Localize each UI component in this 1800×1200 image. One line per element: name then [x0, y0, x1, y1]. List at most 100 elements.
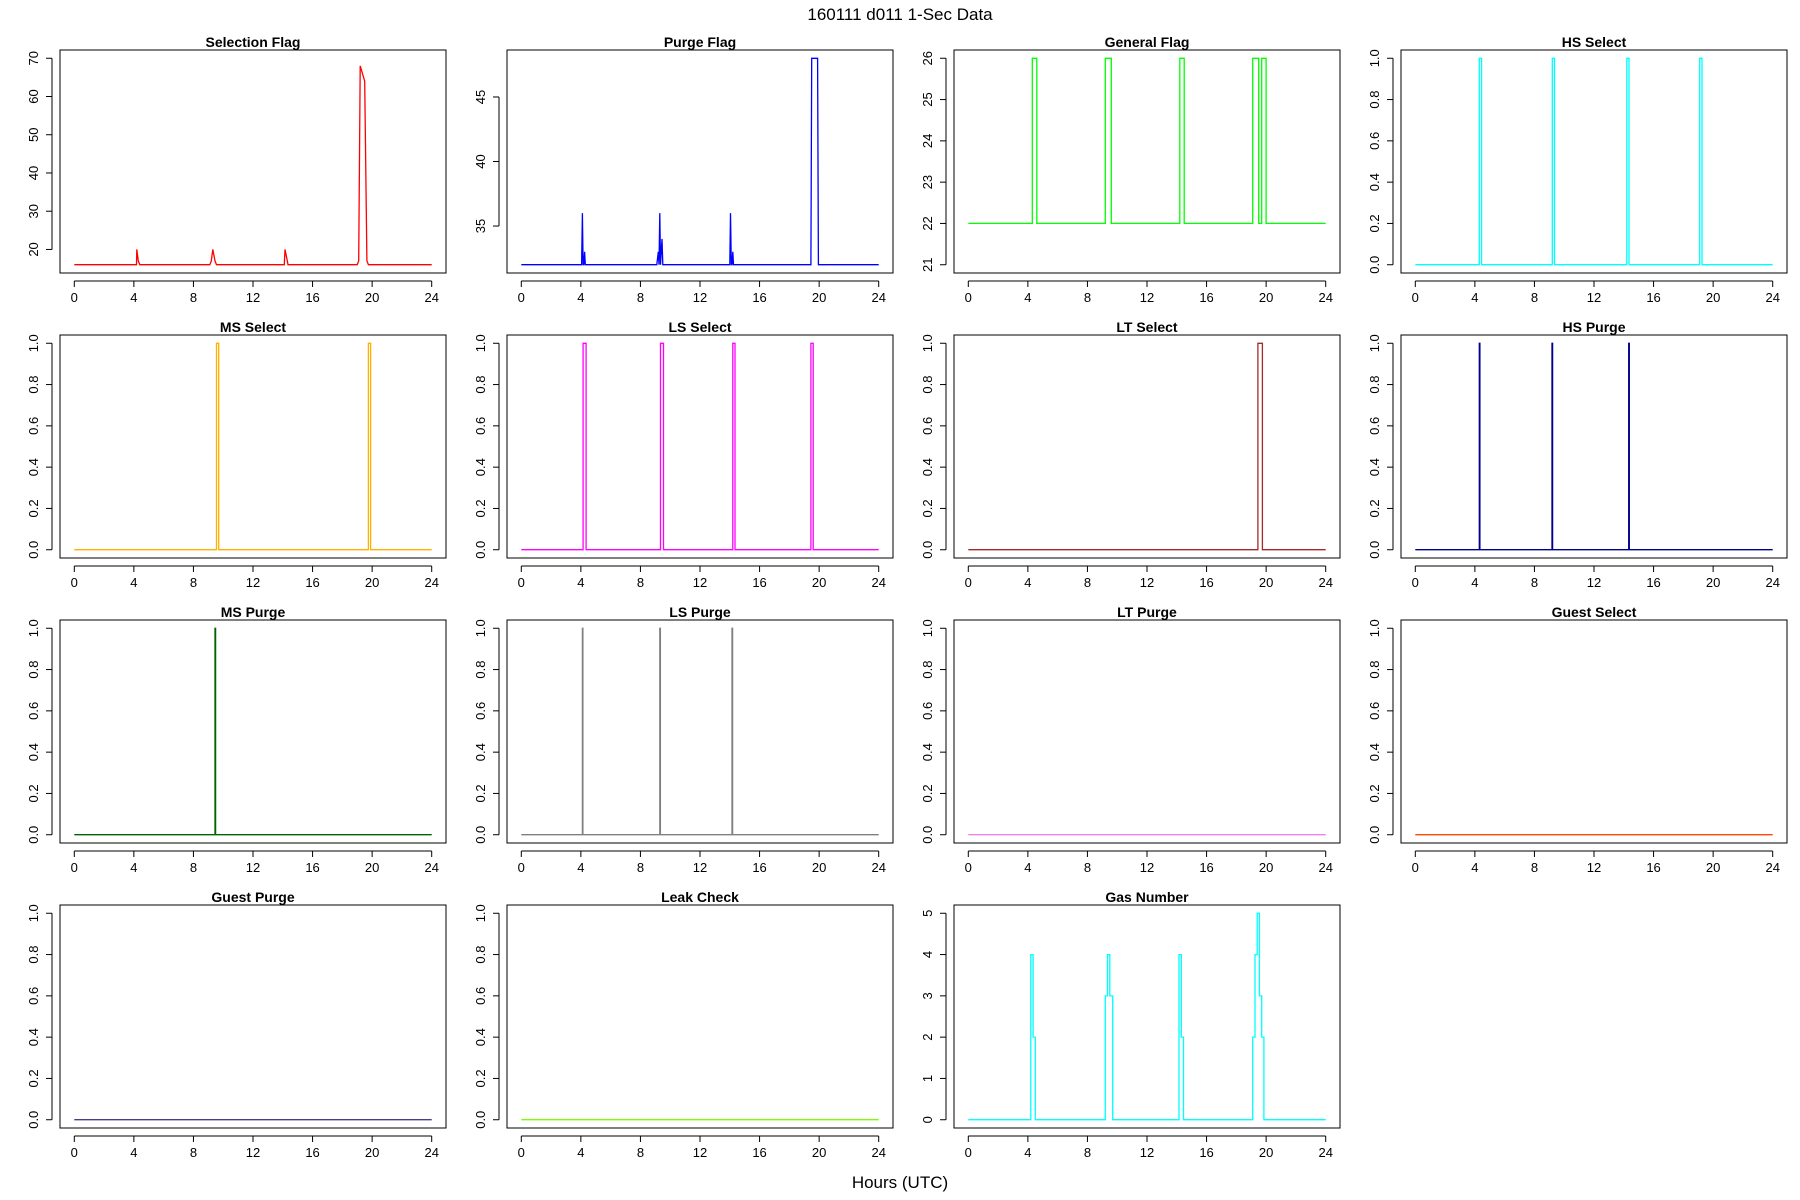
- plot-frame: [1400, 619, 1788, 844]
- x-tick-label: 24: [871, 575, 885, 590]
- x-tick-label: 0: [1412, 290, 1419, 305]
- x-tick-label: 16: [752, 575, 766, 590]
- x-tick-label: 12: [246, 290, 260, 305]
- x-tick-label: 8: [637, 860, 644, 875]
- x-tick-label: 12: [1587, 575, 1601, 590]
- x-tick-label: 16: [1646, 290, 1660, 305]
- x-tick-label: 4: [130, 1145, 137, 1160]
- x-tick-label: 20: [365, 1145, 379, 1160]
- y-tick-label: 0.8: [26, 946, 41, 964]
- chart-panel-13: Leak Check 0 4 8 12 16 20 24 0.0 0.2 0.4 0.6 0.8 1.0: [473, 889, 894, 1160]
- y-tick-label: 21: [920, 258, 935, 272]
- y-tick-label: 0.2: [26, 499, 41, 517]
- y-tick-label: 0.6: [1367, 132, 1382, 150]
- y-tick-label: 1.0: [473, 619, 488, 637]
- plot-frame: [953, 334, 1341, 559]
- y-tick-label: 0.0: [26, 541, 41, 559]
- y-tick-label: 22: [920, 216, 935, 230]
- y-tick-label: 0.4: [1367, 173, 1382, 191]
- y-tick-label: 0.6: [26, 702, 41, 720]
- x-tick-label: 0: [965, 290, 972, 305]
- plot-frame: [506, 49, 894, 274]
- x-tick-label: 20: [1259, 575, 1273, 590]
- x-tick-label: 20: [1259, 860, 1273, 875]
- x-tick-label: 12: [246, 860, 260, 875]
- y-tick-label: 0.4: [1367, 458, 1382, 476]
- x-tick-label: 8: [1084, 860, 1091, 875]
- y-tick-label: 26: [920, 51, 935, 65]
- x-tick-label: 0: [1412, 575, 1419, 590]
- x-tick-label: 24: [424, 575, 438, 590]
- chart-title: MS Select: [220, 319, 286, 335]
- x-tick-label: 0: [518, 575, 525, 590]
- x-tick-label: 24: [424, 1145, 438, 1160]
- y-tick-label: 0.4: [1367, 743, 1382, 761]
- y-tick-label: 0.4: [473, 1028, 488, 1046]
- y-tick-label: 0.0: [26, 826, 41, 844]
- y-tick-label: 0.0: [26, 1111, 41, 1129]
- x-tick-label: 4: [577, 290, 584, 305]
- x-tick-label: 4: [130, 860, 137, 875]
- y-tick-label: 0.0: [473, 541, 488, 559]
- y-tick-label: 0.2: [1367, 214, 1382, 232]
- y-tick-label: 40: [473, 154, 488, 168]
- y-tick-label: 0.0: [1367, 256, 1382, 274]
- plot-frame: [506, 904, 894, 1129]
- chart-panel-12: Guest Purge 0 4 8 12 16 20 24 0.0 0.2 0.4 0.6 0.8 1.0: [26, 889, 447, 1160]
- x-tick-label: 24: [871, 860, 885, 875]
- x-tick-label: 0: [518, 860, 525, 875]
- y-tick-label: 1.0: [1367, 49, 1382, 67]
- chart-title: Selection Flag: [206, 34, 301, 50]
- x-tick-label: 4: [130, 575, 137, 590]
- x-tick-label: 20: [1259, 290, 1273, 305]
- x-axis-label: Hours (UTC): [852, 1173, 948, 1192]
- x-tick-label: 4: [1471, 575, 1478, 590]
- y-tick-label: 1.0: [920, 619, 935, 637]
- y-tick-label: 0.2: [26, 1069, 41, 1087]
- plot-frame: [59, 334, 447, 559]
- x-tick-label: 8: [637, 1145, 644, 1160]
- x-tick-label: 24: [1318, 1145, 1332, 1160]
- y-tick-label: 0.2: [920, 499, 935, 517]
- x-tick-label: 0: [965, 575, 972, 590]
- x-tick-label: 8: [637, 575, 644, 590]
- plot-frame: [59, 904, 447, 1129]
- x-tick-label: 16: [752, 1145, 766, 1160]
- chart-title: Leak Check: [661, 889, 739, 905]
- x-tick-label: 12: [693, 1145, 707, 1160]
- y-tick-label: 5: [920, 910, 935, 917]
- x-tick-label: 4: [577, 1145, 584, 1160]
- y-tick-label: 0.6: [26, 987, 41, 1005]
- x-tick-label: 16: [752, 290, 766, 305]
- chart-panel-6: LT Select 0 4 8 12 16 20 24 0.0 0.2 0.4 0.6 0.8 1.0: [920, 319, 1341, 590]
- y-tick-label: 1.0: [1367, 619, 1382, 637]
- y-tick-label: 1.0: [26, 619, 41, 637]
- x-tick-label: 12: [693, 860, 707, 875]
- series-line: [521, 57, 879, 266]
- series-line: [521, 342, 879, 551]
- y-tick-label: 0.8: [473, 946, 488, 964]
- y-tick-label: 1.0: [473, 904, 488, 922]
- x-tick-label: 12: [246, 575, 260, 590]
- x-tick-label: 4: [1024, 860, 1031, 875]
- y-tick-label: 60: [26, 89, 41, 103]
- x-tick-label: 8: [190, 1145, 197, 1160]
- x-tick-label: 16: [1199, 860, 1213, 875]
- y-tick-label: 40: [26, 166, 41, 180]
- series-line: [74, 627, 432, 836]
- plot-frame: [953, 619, 1341, 844]
- y-tick-label: 0.4: [920, 458, 935, 476]
- y-tick-label: 0.0: [920, 541, 935, 559]
- x-tick-label: 12: [1140, 1145, 1154, 1160]
- chart-panel-8: MS Purge 0 4 8 12 16 20 24 0.0 0.2 0.4 0.6 0.8 1.0: [26, 604, 447, 875]
- x-tick-label: 8: [637, 290, 644, 305]
- y-tick-label: 0.0: [1367, 541, 1382, 559]
- x-tick-label: 24: [1318, 860, 1332, 875]
- y-tick-label: 2: [920, 1034, 935, 1041]
- chart-title: MS Purge: [221, 604, 286, 620]
- chart-panel-3: HS Select 0 4 8 12 16 20 24 0.0 0.2 0.4 0.6 0.8 1.0: [1367, 34, 1788, 305]
- x-tick-label: 24: [1318, 575, 1332, 590]
- y-tick-label: 0.4: [473, 458, 488, 476]
- y-tick-label: 0.0: [1367, 826, 1382, 844]
